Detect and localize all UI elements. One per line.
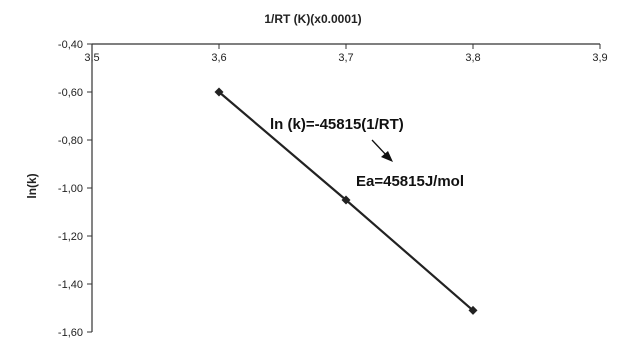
data-point bbox=[341, 195, 351, 205]
series bbox=[214, 87, 478, 315]
y-tick-label: -1,40 bbox=[58, 279, 83, 291]
equation-annotation: ln (k)=-45815(1/RT) bbox=[270, 116, 404, 133]
annotation-arrowhead bbox=[381, 151, 393, 162]
annotations: ln (k)=-45815(1/RT) Ea=45815J/mol bbox=[270, 116, 464, 190]
x-tick-label: 3,6 bbox=[211, 52, 226, 64]
y-tick-label: -1,00 bbox=[58, 183, 83, 195]
y-axis-title: ln(k) bbox=[25, 173, 39, 198]
y-tick-label: -0,60 bbox=[58, 87, 83, 99]
x-tick-label: 3,8 bbox=[465, 52, 480, 64]
data-point bbox=[468, 305, 478, 315]
x-axis-title: 1/RT (K)(x0.0001) bbox=[264, 12, 361, 26]
y-tick-label: -1,20 bbox=[58, 231, 83, 243]
y-tick-label: -0,40 bbox=[58, 39, 83, 51]
activation-energy-annotation: Ea=45815J/mol bbox=[356, 173, 464, 190]
ticks: 3,5 3,6 3,7 3,8 3,9 -0,40 -0,60 -0,80 -1,00 -1,20… bbox=[58, 39, 608, 339]
y-tick-label: -1,60 bbox=[58, 327, 83, 339]
x-tick-label: 3,7 bbox=[338, 52, 353, 64]
axes bbox=[91, 43, 600, 332]
y-tick-label: -0,80 bbox=[58, 135, 83, 147]
x-tick-label: 3,5 bbox=[84, 52, 99, 64]
data-point bbox=[214, 87, 224, 97]
x-tick-label: 3,9 bbox=[592, 52, 607, 64]
